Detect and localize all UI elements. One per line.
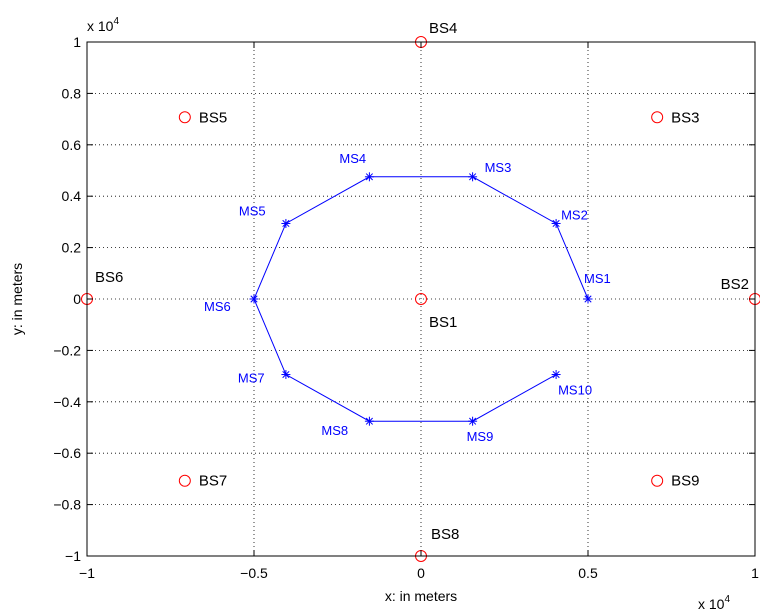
bs-marker xyxy=(415,293,427,305)
bs-label: BS5 xyxy=(199,109,227,126)
y-axis-label: y: in meters xyxy=(9,263,25,335)
ms-label: MS2 xyxy=(561,207,588,222)
ms-label: MS8 xyxy=(321,423,348,438)
y-tick-label: 1 xyxy=(73,34,81,50)
ms-marker xyxy=(281,218,291,228)
y-tick-label: −0.6 xyxy=(53,445,81,461)
ms-marker xyxy=(364,172,374,182)
y-tick-label: 0.4 xyxy=(62,188,82,204)
x-tick-label: 0.5 xyxy=(578,565,598,581)
y-tick-label: −0.4 xyxy=(53,394,81,410)
point-labels: BS1 BS2 BS3 BS4 BS5 BS6 BS7 BS8 BS9 MS1 MS2 MS3 MS4 M… xyxy=(95,20,749,543)
bs-label: BS1 xyxy=(429,314,457,331)
ms-marker xyxy=(551,218,561,228)
ms-label: MS1 xyxy=(584,271,611,286)
x-axis-label: x: in meters xyxy=(385,588,457,604)
x-tick-label: 1 xyxy=(751,565,759,581)
y-tick-label: −0.2 xyxy=(53,342,81,358)
bs-label: BS9 xyxy=(671,473,699,490)
ms-marker xyxy=(468,172,478,182)
bs-label: BS3 xyxy=(671,109,699,126)
y-tick-label: 0.2 xyxy=(62,240,82,256)
bs-marker xyxy=(178,111,191,124)
bs-label: BS2 xyxy=(721,276,749,293)
y-tick-label: 0.8 xyxy=(62,85,82,101)
ms-marker xyxy=(364,416,374,426)
ms-label: MS6 xyxy=(204,299,231,314)
x-tick-label: −1 xyxy=(79,565,95,581)
ms-marker xyxy=(249,294,259,304)
ms-marker xyxy=(468,416,478,426)
y-tick-label: −1 xyxy=(65,548,81,564)
bs-label: BS4 xyxy=(429,20,457,37)
y-tick-label: −0.8 xyxy=(53,497,81,513)
bs-label: BS8 xyxy=(431,526,459,543)
x-tick-label: 0 xyxy=(417,565,425,581)
bs-label: BS6 xyxy=(95,269,123,286)
ms-marker xyxy=(583,294,593,304)
y-tick-label: 0 xyxy=(73,291,81,307)
bs-marker xyxy=(651,111,664,124)
y-multiplier: x 104 xyxy=(87,16,119,34)
ms-label: MS5 xyxy=(239,203,266,218)
ticks xyxy=(86,41,756,557)
ms-label: MS4 xyxy=(339,151,366,166)
ms-label: MS7 xyxy=(238,371,265,386)
ms-label: MS3 xyxy=(485,160,512,175)
ms-marker xyxy=(281,370,291,380)
ms-label: MS10 xyxy=(558,383,592,398)
x-tick-label: −0.5 xyxy=(240,565,268,581)
bs-label: BS7 xyxy=(199,473,227,490)
ms-label: MS9 xyxy=(467,429,494,444)
ms-route xyxy=(253,176,589,422)
x-multiplier: x 104 xyxy=(698,594,730,612)
tick-labels: −1 −0.5 0 0.5 1 −1 −0.8 −0.6 −0.4 −0.2 0 0.2 0.4 0.6 0… xyxy=(53,34,759,581)
y-tick-label: 0.6 xyxy=(62,137,82,153)
ms-marker xyxy=(551,370,561,380)
bs-marker xyxy=(178,474,191,487)
bs-marker xyxy=(651,474,664,487)
ms-route-line xyxy=(253,176,589,422)
